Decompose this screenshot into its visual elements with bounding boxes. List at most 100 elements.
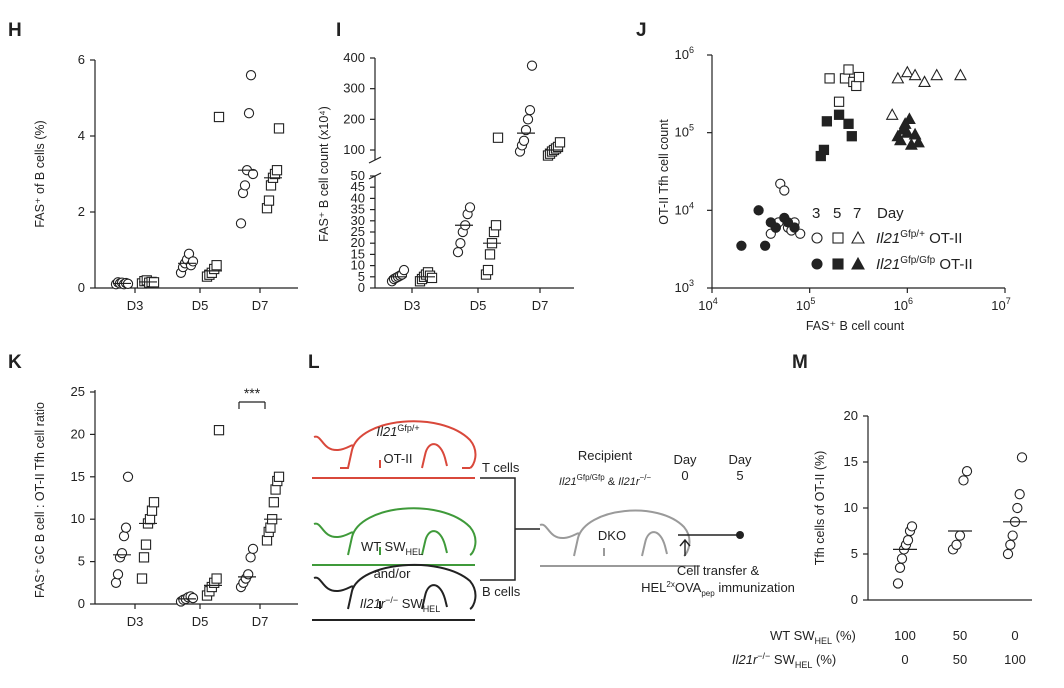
data-point (918, 75, 931, 87)
data-point (753, 205, 764, 216)
data-point (245, 70, 257, 81)
data-point (961, 466, 973, 477)
recipient-genotype: Il21Gfp/Gfp & Il21r−/− (559, 473, 652, 488)
data-point (908, 127, 922, 140)
data-point (271, 165, 283, 176)
data-point (120, 522, 132, 533)
data-point (818, 144, 830, 156)
data-point (1014, 489, 1025, 500)
mouse-il21-otii (312, 420, 477, 479)
data-point (492, 132, 504, 143)
data-point (187, 256, 199, 267)
data-point (187, 592, 199, 604)
legend-day-3: 3 (812, 205, 820, 222)
y-tick-label: 0 (358, 280, 365, 295)
data-point (908, 68, 922, 81)
y-tick-label: 0 (78, 280, 85, 295)
data-point (490, 220, 502, 231)
data-point (900, 126, 914, 138)
data-point (779, 185, 790, 196)
y-tick-label: 10 (844, 500, 858, 515)
data-point (520, 124, 532, 136)
panel-letter-h: H (8, 20, 22, 41)
recipient-label: Recipient (578, 448, 633, 463)
data-point (122, 471, 134, 482)
data-point (824, 73, 835, 84)
mouse-il21r-swhel (312, 564, 477, 621)
x-tick-label: D5 (192, 614, 209, 629)
data-point (243, 108, 255, 119)
legend-square-open (832, 232, 844, 244)
x-tick-label: D7 (252, 614, 269, 629)
data-point (148, 497, 160, 508)
data-point (951, 539, 962, 550)
y-tick-label: 50 (351, 168, 365, 183)
y-tick-label: 30 (351, 213, 365, 228)
legend-circle-open (811, 232, 823, 244)
data-point (1005, 539, 1016, 550)
b-cells-label: B cells (482, 584, 521, 599)
transfer-label-1: Cell transfer & (677, 563, 760, 578)
data-point (894, 133, 907, 146)
chart-j: FAS⁺ B cell count OT-II Tfh cell count 3… (657, 45, 1011, 333)
data-point (1007, 530, 1018, 541)
y-tick-label: 20 (351, 235, 365, 250)
data-point (247, 543, 259, 555)
legend-row2: Il21Gfp/Gfp OT-II (876, 255, 973, 273)
data-point (843, 64, 854, 75)
panel-letter-l: L (308, 352, 320, 373)
legend-row1: Il21Gfp/+ OT-II (876, 229, 962, 247)
data-point (930, 68, 944, 81)
y-tick-label: 10 (71, 511, 85, 526)
panel-letter-m: M (792, 352, 808, 373)
mouse-wt-swhel (312, 507, 477, 566)
data-point (1016, 452, 1028, 463)
data-point (906, 521, 918, 532)
y-tick-label: 5 (358, 269, 365, 284)
data-point (482, 264, 494, 276)
data-point (245, 552, 256, 563)
chart-m-ylabel: Tfh cells of OT-II (%) (813, 451, 827, 566)
data-point (118, 531, 130, 542)
data-point (110, 577, 122, 588)
data-point (247, 168, 259, 180)
data-point (912, 135, 925, 148)
data-point (140, 539, 152, 550)
chart-k-ylabel: FAS⁺ GC B cell : OT-II Tfh cell ratio (33, 402, 47, 598)
day0-value: 0 (681, 468, 688, 483)
y-tick-label: 0 (78, 596, 85, 611)
mouse1-label: Il21Gfp/+ (376, 423, 419, 439)
y-tick-label: 25 (71, 384, 85, 399)
x-tick-label: D7 (532, 298, 549, 313)
data-point (464, 202, 476, 213)
data-point (954, 530, 966, 541)
data-point (789, 222, 800, 233)
mouse-recipient-dko (539, 509, 700, 567)
data-point (270, 484, 281, 495)
data-point (138, 552, 150, 563)
data-point (146, 505, 158, 516)
legend-day-5: 5 (833, 205, 841, 222)
data-point (554, 137, 566, 148)
data-point (821, 116, 833, 127)
diagram-l: Il21Gfp/+ OT-II WT SWHEL and/or Il21r−/−… (312, 420, 795, 621)
data-point (268, 497, 280, 508)
data-point (885, 108, 899, 120)
row1-value: 50 (953, 628, 967, 643)
x-tick-label: D5 (470, 298, 487, 313)
legend-circle-filled (811, 258, 823, 270)
row2-value: 0 (901, 652, 908, 667)
x-tick-label: D3 (127, 614, 144, 629)
y-tick-label: 2 (78, 204, 85, 219)
data-point (846, 131, 857, 142)
data-point (235, 218, 247, 229)
legend-day-7: 7 (853, 205, 861, 222)
y-tick-label: 5 (78, 554, 85, 569)
data-point (522, 114, 534, 125)
data-point (902, 112, 916, 125)
y-tick-label: 15 (351, 246, 365, 261)
data-point (524, 104, 536, 116)
x-tick-label: 107 (991, 296, 1010, 313)
y-tick-label: 105 (675, 123, 694, 140)
